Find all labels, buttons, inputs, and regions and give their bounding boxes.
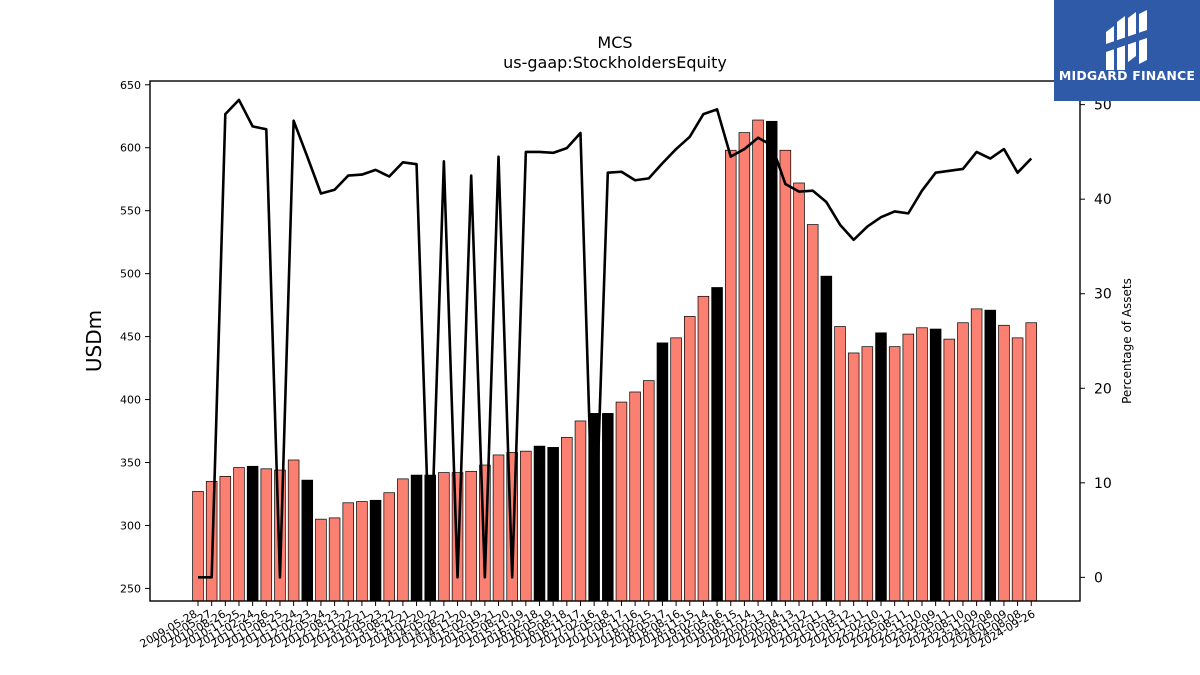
bar — [670, 337, 682, 602]
bar — [287, 459, 300, 602]
bar — [998, 324, 1010, 602]
bar — [520, 450, 532, 602]
bar — [684, 316, 696, 602]
bar — [643, 380, 655, 602]
y-tick-label: 650 — [120, 79, 141, 92]
bar — [793, 182, 805, 602]
bar — [342, 502, 355, 602]
midgard-finance-logo: MIDGARD FINANCE — [1054, 0, 1200, 101]
bar — [533, 445, 546, 602]
y2-tick-label: 10 — [1094, 476, 1112, 492]
bar — [902, 333, 915, 602]
y2-tick-label: 50 — [1094, 98, 1112, 114]
bar — [383, 492, 395, 602]
bar — [724, 149, 737, 602]
y-axis-label: USDm — [82, 310, 106, 372]
bar — [192, 491, 204, 602]
bar — [328, 517, 341, 602]
y2-tick-label: 0 — [1094, 570, 1103, 586]
bar — [929, 328, 942, 602]
bar — [547, 447, 559, 602]
bar — [888, 346, 901, 602]
bar — [260, 468, 273, 602]
bar — [629, 391, 641, 602]
bar — [970, 308, 983, 602]
bar — [561, 436, 573, 602]
y-tick-label: 550 — [120, 205, 141, 218]
y-tick-label: 350 — [120, 457, 141, 470]
bar — [356, 501, 368, 602]
bar — [492, 454, 505, 602]
bar — [711, 287, 723, 602]
bar — [957, 322, 969, 602]
bar — [943, 338, 956, 602]
bar — [875, 332, 887, 602]
y2-tick-label: 40 — [1094, 192, 1112, 208]
y-tick-label: 250 — [120, 582, 141, 595]
bar — [916, 327, 928, 602]
bar — [752, 119, 764, 602]
y2-axis-label: Percentage of Assets — [1120, 278, 1134, 404]
bar — [697, 295, 710, 602]
bar — [820, 275, 833, 602]
bar — [438, 472, 450, 602]
bar — [246, 465, 259, 602]
bar — [410, 474, 423, 602]
bar — [397, 478, 409, 602]
chart-title: MCS — [597, 33, 632, 52]
bar — [602, 413, 614, 602]
bar — [615, 401, 628, 602]
chart-subtitle: us-gaap:StockholdersEquity — [503, 53, 727, 72]
bar — [834, 326, 846, 602]
bar — [233, 467, 245, 602]
bar — [465, 470, 477, 602]
y-tick-label: 500 — [120, 268, 141, 281]
line-series — [198, 98, 1033, 579]
bar — [779, 149, 792, 602]
bar — [574, 420, 587, 602]
bar — [806, 224, 819, 602]
bar-series — [192, 119, 1038, 602]
axes: 2503003504004505005506006500102030405020… — [120, 79, 1112, 651]
y2-tick-label: 20 — [1094, 381, 1112, 397]
bar — [369, 499, 382, 602]
bar — [738, 132, 751, 602]
bar — [984, 309, 997, 602]
y-tick-label: 400 — [120, 394, 141, 407]
bar — [847, 352, 860, 602]
y-tick-label: 600 — [120, 142, 141, 155]
bar — [301, 479, 314, 602]
y-tick-label: 300 — [120, 519, 141, 532]
y2-tick-label: 30 — [1094, 287, 1112, 303]
percentage-line — [198, 98, 1033, 579]
bar — [219, 476, 232, 602]
bar — [765, 120, 778, 602]
plot-frame — [149, 80, 1081, 602]
bar — [861, 346, 874, 602]
y-tick-label: 450 — [120, 331, 141, 344]
logo-text: MIDGARD FINANCE — [1058, 68, 1196, 83]
bar — [656, 342, 669, 602]
bar — [1011, 337, 1024, 602]
bar — [1025, 322, 1038, 602]
bar — [315, 518, 327, 602]
logo-mark-icon — [1106, 10, 1147, 70]
